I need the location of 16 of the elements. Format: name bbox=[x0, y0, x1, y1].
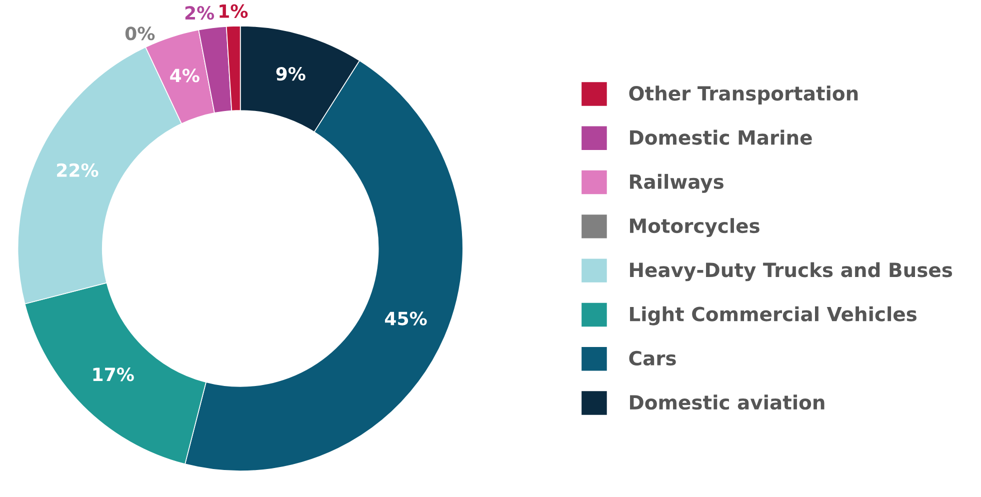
legend-label: Domestic Marine bbox=[630, 130, 812, 145]
data-label: 1% bbox=[220, 4, 248, 18]
legend-label: Light Commercial Vehicles bbox=[630, 306, 917, 326]
data-label: 17% bbox=[93, 368, 134, 382]
legend-label: Domestic aviation bbox=[630, 394, 824, 410]
data-label: 22% bbox=[57, 163, 98, 177]
legend-label: Railways bbox=[630, 174, 724, 193]
legend-label: Cars bbox=[629, 350, 676, 366]
data-label: 2% bbox=[185, 6, 214, 20]
legend-label: Motorcycles bbox=[630, 218, 760, 238]
text: 0% bbox=[125, 26, 155, 40]
legend-label: Heavy-Duty Trucks and Buses bbox=[630, 262, 952, 282]
data-label: 45% bbox=[384, 312, 427, 326]
legend-label: Other Transportation bbox=[629, 86, 858, 104]
data-label: 4% bbox=[170, 68, 200, 82]
data-label: 9% bbox=[276, 66, 306, 81]
